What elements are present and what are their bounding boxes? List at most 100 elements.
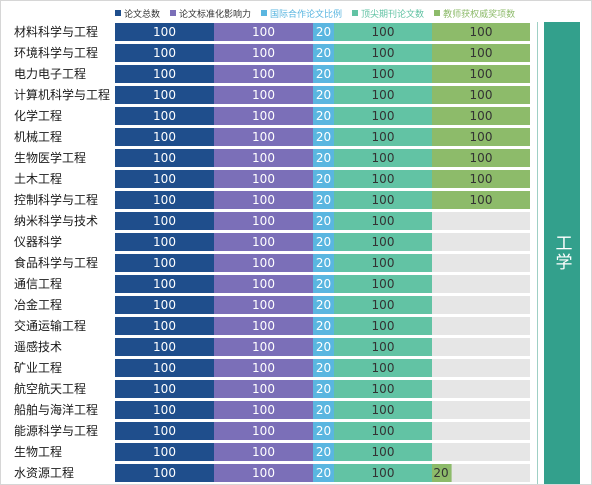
data-label: 100 <box>153 193 176 207</box>
data-label: 100 <box>153 298 176 312</box>
bar-segment <box>334 233 432 251</box>
bar-segment <box>313 86 334 104</box>
data-label: 100 <box>153 25 176 39</box>
legend-label: 国际合作论文比例 <box>270 9 343 20</box>
bar-segment <box>334 23 432 41</box>
category-label: 仪器科学 <box>14 234 62 249</box>
bar-background <box>432 443 530 461</box>
legend-swatch <box>115 10 121 16</box>
data-label: 100 <box>153 277 176 291</box>
data-label: 100 <box>372 214 395 228</box>
bar-segment <box>313 317 334 335</box>
data-label: 100 <box>372 88 395 102</box>
data-label: 100 <box>153 214 176 228</box>
data-label: 100 <box>252 46 275 60</box>
bar-segment <box>432 86 530 104</box>
data-label: 100 <box>372 445 395 459</box>
data-label: 20 <box>316 445 331 459</box>
data-label: 100 <box>153 130 176 144</box>
data-label: 100 <box>252 151 275 165</box>
bar-segment <box>214 338 313 356</box>
data-label: 20 <box>316 382 331 396</box>
bar-segment <box>214 443 313 461</box>
category-label: 通信工程 <box>14 276 62 291</box>
data-label: 20 <box>316 298 331 312</box>
legend: 论文总数 论文标准化影响力 国际合作论文比例 顶尖期刊论文数 教师获权威奖项数 <box>115 7 516 20</box>
bar-segment <box>313 170 334 188</box>
category-label: 材料科学与工程 <box>14 24 98 39</box>
bar-segment <box>214 65 313 83</box>
data-label: 100 <box>252 214 275 228</box>
bar-segment <box>313 107 334 125</box>
bar-background <box>432 422 530 440</box>
bar-segment <box>313 212 334 230</box>
bar-segment <box>432 23 530 41</box>
category-label: 矿业工程 <box>14 360 62 375</box>
bar-segment <box>115 233 214 251</box>
data-label: 100 <box>470 67 493 81</box>
data-label: 100 <box>470 151 493 165</box>
bar-segment <box>313 149 334 167</box>
legend-item: 国际合作论文比例 <box>261 7 342 20</box>
data-label: 100 <box>153 151 176 165</box>
bar-segment <box>214 170 313 188</box>
category-label: 化学工程 <box>14 108 62 123</box>
bar-background <box>432 464 530 482</box>
category-label: 船舶与海洋工程 <box>14 402 98 417</box>
data-label: 100 <box>372 67 395 81</box>
data-label: 100 <box>252 235 275 249</box>
data-label: 20 <box>316 109 331 123</box>
data-label: 100 <box>252 424 275 438</box>
data-label: 20 <box>316 235 331 249</box>
bar-background <box>432 380 530 398</box>
data-label: 20 <box>316 361 331 375</box>
bar-segment <box>313 65 334 83</box>
bar-segment <box>214 359 313 377</box>
data-label: 100 <box>372 130 395 144</box>
data-label: 100 <box>153 319 176 333</box>
legend-item: 论文总数 <box>115 7 160 20</box>
bar-segment <box>313 401 334 419</box>
category-label: 航空航天工程 <box>14 381 86 396</box>
bar-segment <box>334 107 432 125</box>
bar-background <box>432 317 530 335</box>
bar-segment <box>214 275 313 293</box>
bar-segment <box>115 128 214 146</box>
bar-segment <box>214 233 313 251</box>
bar-background <box>432 296 530 314</box>
data-label: 100 <box>372 172 395 186</box>
data-label: 100 <box>470 25 493 39</box>
bar-segment <box>313 422 334 440</box>
data-label: 100 <box>153 88 176 102</box>
data-label: 100 <box>470 193 493 207</box>
data-label: 20 <box>316 256 331 270</box>
bar-segment <box>115 170 214 188</box>
bar-segment <box>214 191 313 209</box>
bar-segment <box>313 338 334 356</box>
data-label: 100 <box>153 424 176 438</box>
data-label: 100 <box>252 340 275 354</box>
bar-segment <box>334 338 432 356</box>
bar-segment <box>334 359 432 377</box>
category-label: 生物医学工程 <box>14 150 86 165</box>
bar-segment <box>214 296 313 314</box>
data-label: 100 <box>153 109 176 123</box>
data-label: 100 <box>372 382 395 396</box>
bar-segment <box>334 44 432 62</box>
bar-segment <box>334 401 432 419</box>
bar-segment <box>214 317 313 335</box>
data-label: 100 <box>252 25 275 39</box>
data-label: 20 <box>316 403 331 417</box>
data-label: 100 <box>153 340 176 354</box>
bar-segment <box>115 212 214 230</box>
category-label: 交通运输工程 <box>14 318 86 333</box>
bar-segment <box>115 107 214 125</box>
data-label: 100 <box>252 193 275 207</box>
data-label: 100 <box>372 466 395 480</box>
data-label: 100 <box>372 193 395 207</box>
bar-segment <box>115 23 214 41</box>
bar-segment <box>214 422 313 440</box>
bar-background <box>432 359 530 377</box>
legend-label: 教师获权威奖项数 <box>443 9 516 20</box>
bar-segment <box>432 44 530 62</box>
